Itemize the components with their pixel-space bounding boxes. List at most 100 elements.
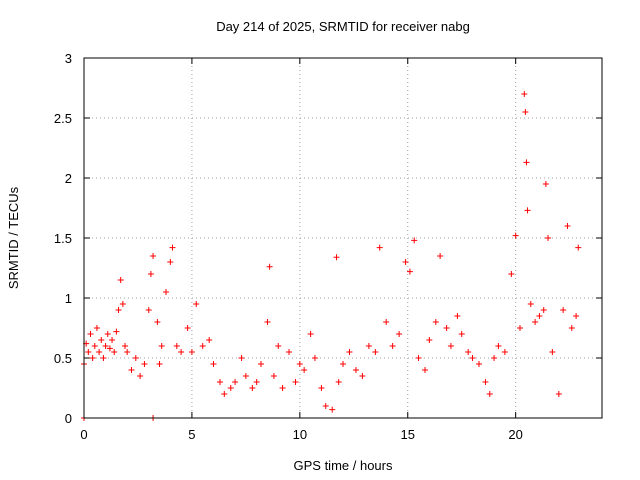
data-point bbox=[542, 181, 549, 187]
data-points bbox=[81, 91, 582, 421]
data-point bbox=[275, 343, 282, 349]
data-point bbox=[163, 289, 170, 295]
data-point bbox=[432, 319, 439, 325]
data-point bbox=[329, 406, 336, 413]
data-point bbox=[98, 337, 105, 343]
data-point bbox=[422, 367, 429, 373]
data-point bbox=[549, 349, 556, 355]
data-point bbox=[266, 263, 273, 270]
data-point bbox=[178, 349, 185, 355]
y-tick-label: 3 bbox=[65, 51, 72, 66]
data-point bbox=[253, 379, 260, 385]
data-point bbox=[184, 325, 191, 331]
data-point bbox=[573, 313, 580, 319]
data-point bbox=[87, 331, 94, 337]
data-point bbox=[486, 391, 493, 397]
data-point bbox=[206, 337, 213, 343]
data-point bbox=[249, 385, 256, 391]
x-tick-label: 5 bbox=[188, 427, 195, 442]
data-point bbox=[188, 349, 195, 355]
data-point bbox=[322, 403, 329, 409]
data-point bbox=[389, 343, 396, 349]
data-point bbox=[132, 355, 139, 361]
data-point bbox=[307, 331, 314, 337]
x-tick-labels: 0 5 10 15 20 bbox=[80, 427, 523, 442]
data-point bbox=[301, 367, 308, 373]
data-point bbox=[199, 343, 206, 349]
data-point bbox=[447, 343, 454, 349]
data-point bbox=[482, 379, 489, 385]
y-tick-label: 0.5 bbox=[54, 351, 72, 366]
data-point bbox=[346, 349, 353, 355]
data-point bbox=[264, 319, 271, 325]
x-tick-label: 15 bbox=[401, 427, 415, 442]
x-tick-label: 0 bbox=[80, 427, 87, 442]
data-point bbox=[119, 301, 126, 307]
data-point bbox=[141, 361, 148, 367]
plot-frame bbox=[83, 57, 603, 419]
data-point bbox=[158, 343, 165, 349]
data-point bbox=[111, 349, 118, 355]
data-point bbox=[340, 361, 346, 367]
data-point bbox=[242, 373, 249, 379]
data-point bbox=[512, 232, 519, 239]
data-point bbox=[147, 271, 154, 277]
data-point bbox=[93, 325, 100, 331]
data-point bbox=[465, 349, 472, 355]
data-point bbox=[335, 379, 342, 385]
chart-title: Day 214 of 2025, SRMTID for receiver nab… bbox=[216, 19, 470, 34]
data-point bbox=[115, 307, 122, 313]
data-point bbox=[210, 361, 217, 367]
data-point bbox=[415, 355, 422, 361]
data-point bbox=[491, 355, 498, 361]
data-point bbox=[238, 355, 245, 361]
data-point bbox=[406, 268, 413, 275]
y-tick-label: 2 bbox=[65, 171, 72, 186]
data-point bbox=[96, 349, 103, 355]
data-point bbox=[89, 355, 96, 361]
data-point bbox=[173, 343, 180, 349]
data-point bbox=[257, 361, 264, 367]
data-point bbox=[85, 349, 92, 355]
data-point bbox=[169, 244, 176, 251]
data-point bbox=[102, 343, 109, 349]
y-tick-label: 1 bbox=[65, 291, 72, 306]
data-point bbox=[296, 361, 303, 367]
data-point bbox=[154, 319, 161, 325]
data-point bbox=[443, 325, 450, 331]
x-axis-label: GPS time / hours bbox=[294, 458, 393, 473]
data-point bbox=[91, 343, 98, 349]
data-point bbox=[292, 379, 299, 385]
data-point bbox=[402, 259, 409, 265]
data-point bbox=[396, 331, 403, 337]
y-tick-label: 2.5 bbox=[54, 111, 72, 126]
data-point bbox=[437, 253, 444, 259]
data-point bbox=[523, 159, 530, 166]
data-point bbox=[352, 367, 359, 373]
data-point bbox=[333, 254, 340, 261]
y-tick-label: 0 bbox=[65, 411, 72, 426]
data-point bbox=[564, 223, 571, 229]
data-point bbox=[536, 313, 543, 319]
data-point bbox=[167, 259, 174, 265]
data-point bbox=[458, 331, 465, 337]
data-point bbox=[193, 301, 200, 307]
data-point bbox=[575, 244, 582, 251]
data-point bbox=[495, 343, 502, 349]
data-point bbox=[469, 355, 476, 361]
x-tick-label: 20 bbox=[508, 427, 522, 442]
data-point bbox=[540, 307, 547, 313]
data-point bbox=[376, 244, 383, 251]
data-point bbox=[475, 361, 482, 367]
data-point bbox=[545, 235, 552, 241]
data-point bbox=[555, 391, 562, 397]
data-point bbox=[100, 355, 107, 361]
data-point bbox=[128, 367, 135, 373]
data-point bbox=[560, 307, 567, 313]
data-point bbox=[279, 385, 286, 391]
data-point bbox=[117, 277, 124, 283]
data-point bbox=[109, 337, 116, 343]
data-point bbox=[216, 379, 223, 385]
